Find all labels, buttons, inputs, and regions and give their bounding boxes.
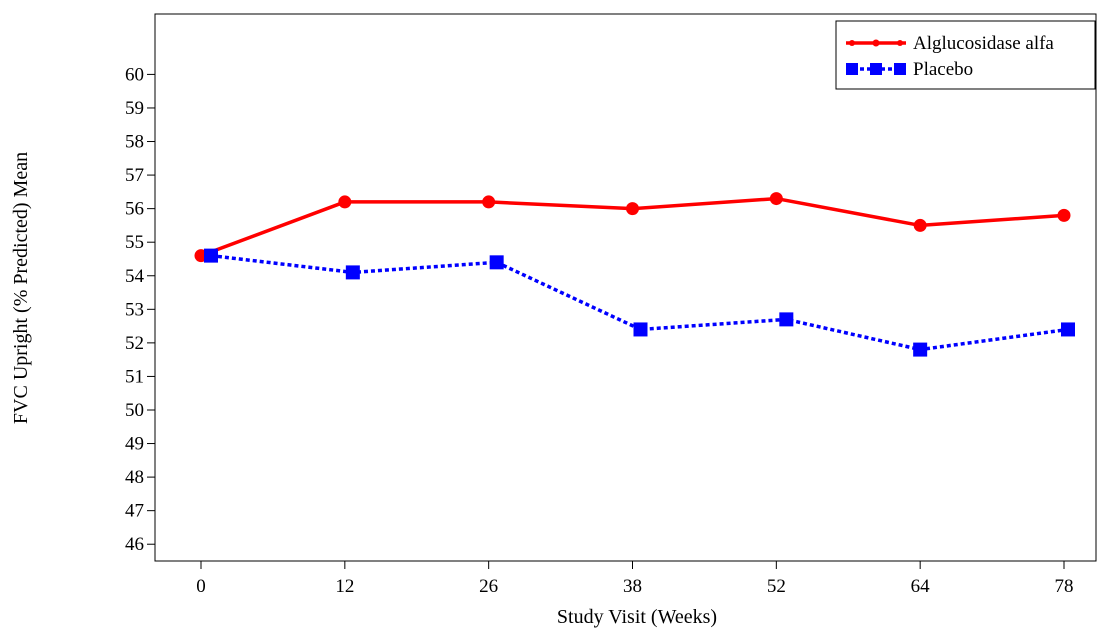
legend-marker-1 (849, 40, 855, 46)
x-axis: 0 12 26 38 52 64 78 (196, 560, 1074, 597)
y-tick-label: 49 (125, 434, 144, 455)
x-tick-label: 26 (479, 576, 498, 597)
y-tick-label: 52 (125, 333, 144, 354)
y-tick-label: 57 (125, 165, 144, 186)
y-tick-label: 56 (125, 199, 144, 220)
y-axis: 46 47 48 49 50 51 52 53 54 55 56 57 58 59 60 (125, 64, 155, 555)
y-tick-label: 46 (125, 534, 144, 555)
y-tick-label: 48 (125, 467, 144, 488)
data-point-1 (913, 218, 927, 232)
data-point-1 (626, 202, 639, 216)
y-tick-label: 58 (125, 132, 144, 153)
y-tick-label: 47 (125, 501, 144, 522)
legend-label-2: Placebo (913, 59, 973, 80)
series-layer (194, 192, 1075, 357)
x-tick-label: 64 (911, 576, 931, 597)
x-tick-label: 78 (1055, 576, 1074, 597)
y-tick-label: 60 (125, 64, 144, 85)
data-point-2 (489, 255, 504, 270)
y-axis-title: FVC Upright (% Predicted) Mean (10, 152, 32, 424)
data-point-1 (769, 192, 783, 206)
legend-box (835, 20, 1096, 90)
data-point-1 (338, 195, 352, 209)
data-point-2 (779, 312, 794, 327)
legend-marker-1 (897, 40, 903, 46)
legend: Alglucosidase alfa Placebo (835, 20, 1096, 90)
legend-marker-2 (870, 63, 882, 75)
legend-marker-1 (872, 39, 880, 47)
y-tick-label: 50 (125, 400, 144, 421)
legend-marker-2 (894, 63, 906, 75)
data-point-2 (913, 342, 928, 357)
data-point-1 (1057, 208, 1071, 222)
plot-area-frame (154, 13, 1097, 562)
x-tick-label: 38 (623, 576, 642, 597)
y-tick-label: 54 (125, 266, 145, 287)
data-point-2 (345, 265, 360, 280)
x-tick-label: 52 (767, 576, 786, 597)
data-point-1 (482, 195, 496, 209)
data-point-2 (1061, 322, 1075, 337)
y-tick-label: 53 (125, 299, 144, 320)
legend-marker-2 (846, 63, 858, 75)
y-tick-label: 59 (125, 98, 144, 119)
x-axis-title: Study Visit (Weeks) (557, 606, 717, 628)
data-point-2 (633, 322, 648, 337)
y-tick-label: 55 (125, 232, 144, 253)
x-tick-label: 0 (196, 576, 206, 597)
y-tick-label: 51 (125, 366, 144, 387)
data-point-2 (204, 248, 218, 263)
legend-label-1: Alglucosidase alfa (913, 33, 1054, 54)
x-tick-label: 12 (335, 576, 354, 597)
